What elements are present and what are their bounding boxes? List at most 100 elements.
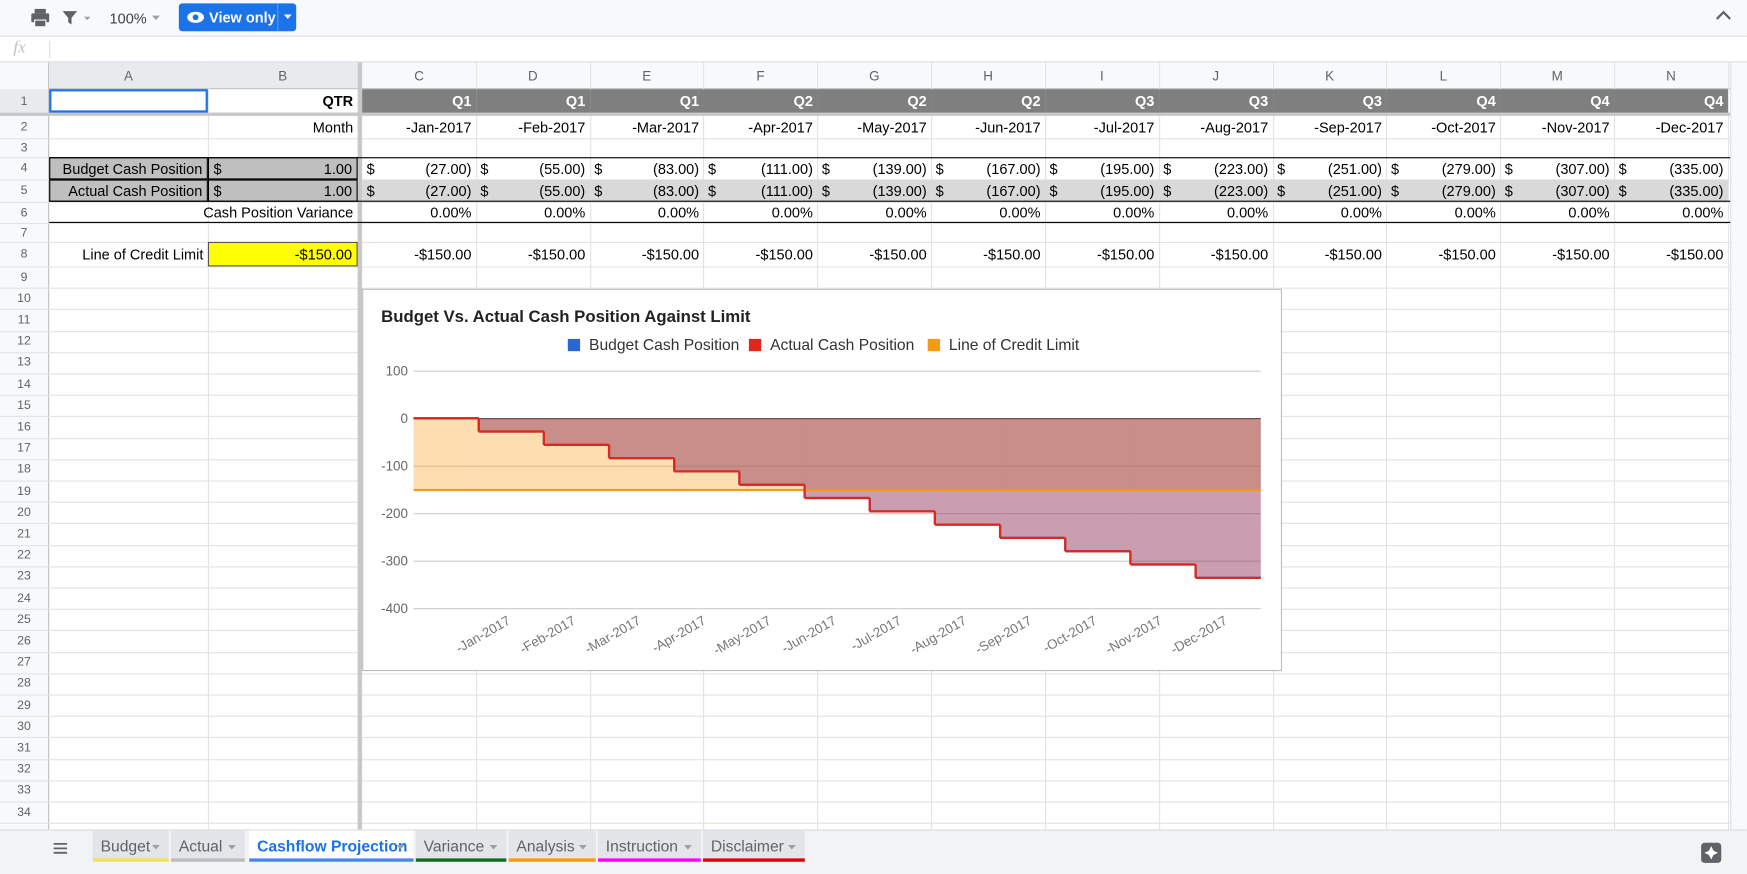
sheet-tab[interactable]: Disclaimer <box>703 830 805 862</box>
column-header[interactable]: F <box>756 67 765 84</box>
row-header[interactable]: 11 <box>17 313 31 327</box>
filter-icon[interactable] <box>61 9 92 27</box>
row-header[interactable]: 17 <box>17 441 31 456</box>
currency-symbol: $ <box>935 159 944 177</box>
row-header[interactable]: 29 <box>17 698 31 712</box>
sheet-tab-label[interactable]: Actual <box>178 837 223 856</box>
area-step <box>1000 418 1066 490</box>
row-header[interactable]: 34 <box>17 805 31 819</box>
column-header[interactable]: J <box>1212 67 1220 84</box>
row-header[interactable]: 10 <box>17 291 31 306</box>
area-step <box>1195 418 1261 578</box>
zoom-level[interactable]: 100% <box>109 10 147 27</box>
sheet-tab-label[interactable]: Analysis <box>516 837 575 856</box>
row-header[interactable]: 16 <box>17 420 31 434</box>
sheet-tab[interactable]: Cashflow Projection <box>249 830 414 862</box>
sheet-tab-caret[interactable] <box>787 844 797 851</box>
view-only-button[interactable]: View only <box>178 3 297 32</box>
sheet-tab-bar: Budget Actual Cashflow Projection Variance A… <box>0 829 1747 874</box>
row-header[interactable]: 24 <box>17 591 31 605</box>
row-header[interactable]: 2 <box>20 120 28 134</box>
cell: -$150.00 <box>1096 245 1155 263</box>
row-header[interactable]: 23 <box>17 570 31 584</box>
row-header[interactable]: 19 <box>17 484 31 498</box>
cell: 0.00% <box>1454 204 1496 221</box>
row-header[interactable]: 15 <box>17 398 31 413</box>
currency-symbol: $ <box>1277 182 1286 199</box>
sheet-tab-label[interactable]: Variance <box>423 837 485 856</box>
sheet-tab[interactable]: Budget <box>92 830 169 862</box>
sheet-tab-caret[interactable] <box>684 844 693 851</box>
row-header[interactable]: 30 <box>17 719 31 734</box>
sheet-tab-caret[interactable] <box>489 844 499 851</box>
frozen-row-divider <box>0 112 1731 116</box>
currency-symbol: $ <box>366 182 375 199</box>
row-header[interactable]: 13 <box>17 356 31 370</box>
row-header[interactable]: 32 <box>17 762 31 777</box>
sheet-tab-caret[interactable] <box>578 844 588 851</box>
collapse-icon[interactable] <box>1715 10 1732 21</box>
row-header[interactable]: 31 <box>17 741 31 755</box>
sheet-tab-label[interactable]: Cashflow Projection <box>257 837 408 856</box>
all-sheets-icon[interactable] <box>53 842 69 855</box>
column-header[interactable]: B <box>207 62 358 89</box>
row-header[interactable]: 20 <box>17 505 31 520</box>
explore-icon[interactable] <box>1700 842 1722 864</box>
row-header[interactable]: 8 <box>20 247 28 261</box>
sheet-tab[interactable]: Instruction <box>597 830 701 862</box>
row-header[interactable]: 4 <box>20 161 28 176</box>
row-header[interactable]: 28 <box>17 677 31 691</box>
sheet-tab-caret[interactable] <box>396 844 406 851</box>
sheet-tab-caret[interactable] <box>228 844 237 851</box>
column-header[interactable]: E <box>642 67 652 84</box>
sheet-tab-label[interactable]: Disclaimer <box>710 837 784 856</box>
area-step <box>934 418 1001 525</box>
row-header[interactable]: 27 <box>17 655 31 670</box>
row-header[interactable]: 6 <box>20 205 28 220</box>
row-header[interactable]: 5 <box>20 183 28 198</box>
column-header[interactable]: L <box>1439 67 1448 84</box>
sheet-tab[interactable]: Variance <box>415 830 507 862</box>
button-divider <box>277 3 279 32</box>
button-caret[interactable] <box>283 13 293 20</box>
cell: -$150.00 <box>207 241 358 267</box>
row-header[interactable]: 33 <box>17 784 31 798</box>
cell-value: (307.00) <box>1555 159 1610 177</box>
zoom-caret[interactable] <box>151 13 162 22</box>
row-header[interactable]: 25 <box>17 612 31 627</box>
column-header[interactable]: A <box>49 62 208 89</box>
column-header[interactable]: I <box>1100 67 1104 84</box>
row-header[interactable]: 14 <box>17 377 31 391</box>
print-icon[interactable] <box>29 8 51 28</box>
sheet-tab-caret[interactable] <box>152 844 161 851</box>
row-header[interactable]: 1 <box>0 89 49 113</box>
column-header[interactable]: C <box>414 67 424 84</box>
column-header[interactable]: G <box>869 67 880 84</box>
cell-value: (111.00) <box>760 159 813 177</box>
row-header[interactable]: 9 <box>20 270 28 284</box>
column-header[interactable]: M <box>1551 67 1563 84</box>
row-header[interactable]: 12 <box>17 334 31 349</box>
row-header[interactable]: 18 <box>17 463 31 477</box>
row-header[interactable]: 26 <box>17 634 31 648</box>
column-header[interactable]: H <box>983 67 993 84</box>
sheet-tab[interactable]: Analysis <box>508 830 596 862</box>
sheet-tab-label[interactable]: Budget <box>100 837 151 856</box>
area-step <box>543 418 610 445</box>
cell: $ (335.00) <box>1614 157 1728 179</box>
row-header[interactable]: 7 <box>20 225 28 240</box>
row-header[interactable]: 22 <box>17 548 31 563</box>
column-header[interactable]: D <box>528 67 538 84</box>
sheet-tab-label[interactable]: Instruction <box>605 837 678 856</box>
sheet-tab[interactable]: Actual <box>171 830 245 862</box>
cell: 0.00% <box>430 204 472 221</box>
y-tick-label: -400 <box>381 601 408 616</box>
row-header[interactable]: 3 <box>20 141 28 155</box>
area-step <box>478 418 544 432</box>
fx-label: fx <box>13 39 26 57</box>
row-header[interactable]: 21 <box>17 527 31 541</box>
selected-cell[interactable] <box>49 89 208 113</box>
column-header[interactable]: N <box>1666 67 1676 84</box>
column-header[interactable]: K <box>1325 67 1335 84</box>
x-tick-label: -May-2017 <box>711 613 774 658</box>
